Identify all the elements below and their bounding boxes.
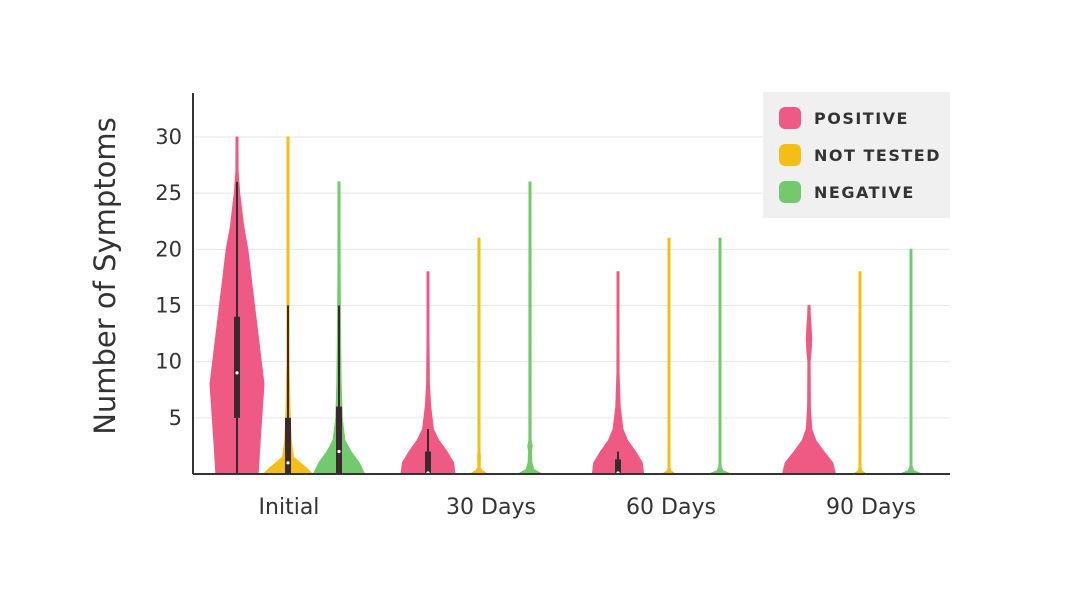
median-marker [337, 449, 341, 454]
iqr-box [336, 406, 342, 474]
violin-not-tested-60-days [662, 237, 676, 475]
x-category-label: 60 Days [626, 495, 716, 520]
violin-negative-60-days [708, 237, 732, 475]
violin-not-tested-90-days [853, 271, 867, 475]
violin-not-tested-30-days [469, 237, 489, 475]
legend-label: POSITIVE [814, 109, 909, 128]
iqr-box [425, 451, 431, 474]
iqr-box [285, 417, 291, 474]
median-marker [286, 461, 290, 465]
iqr-box [234, 316, 240, 418]
y-tick-label: 15 [155, 294, 182, 318]
y-axis-label: Number of Symptoms [88, 117, 122, 435]
y-tick-label: 30 [155, 125, 182, 149]
legend-swatch [779, 107, 801, 129]
iqr-box [615, 459, 621, 474]
violin-positive-90-days [782, 305, 836, 475]
violin-positive-30-days [400, 271, 456, 475]
y-tick-label: 10 [155, 350, 182, 374]
violin-positive-60-days [591, 271, 645, 475]
x-category-label: 30 Days [446, 495, 536, 520]
violin-negative-90-days [899, 248, 923, 475]
legend-label: NOT TESTED [814, 146, 941, 165]
legend-label: NEGATIVE [814, 183, 915, 202]
legend: POSITIVE NOT TESTED NEGATIVE [763, 92, 950, 218]
violin-negative-30-days [517, 181, 543, 475]
x-category-label: Initial [259, 495, 320, 520]
y-tick-label: 25 [155, 181, 182, 205]
y-tick-label: 5 [169, 406, 182, 430]
median-marker [235, 371, 239, 375]
y-tick-label: 20 [155, 237, 182, 261]
legend-swatch [779, 181, 801, 203]
legend-swatch [779, 144, 801, 166]
x-category-label: 90 Days [826, 495, 916, 520]
